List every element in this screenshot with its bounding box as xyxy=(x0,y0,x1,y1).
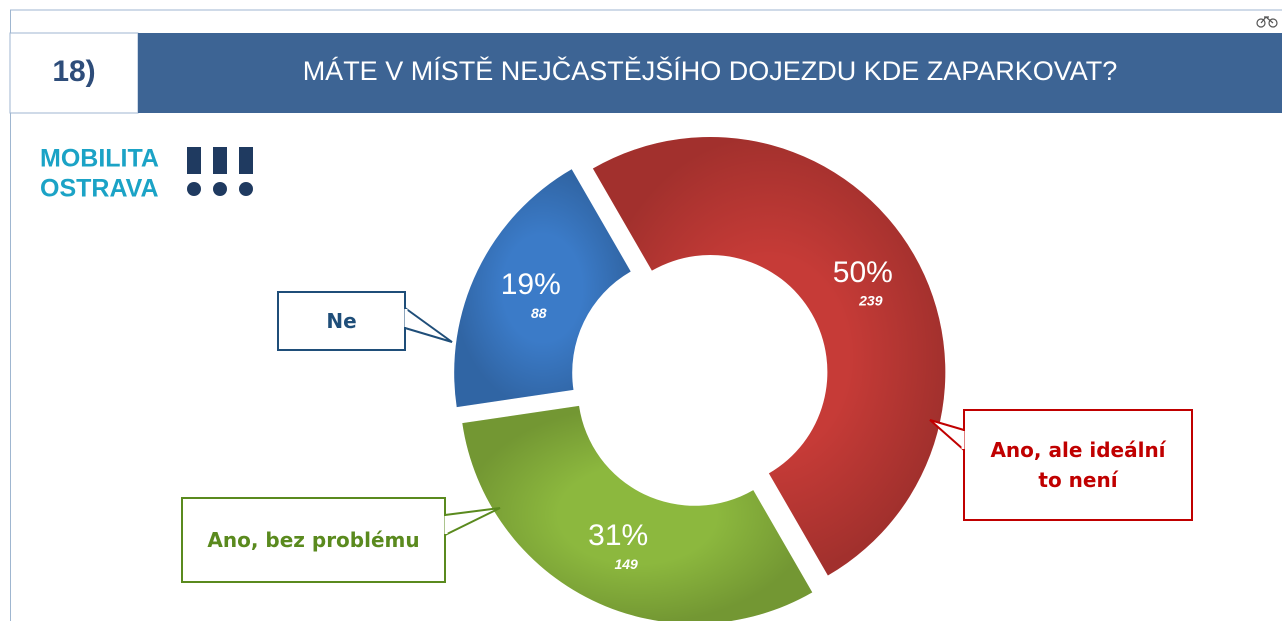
slide-number: 18) xyxy=(52,55,95,88)
category-label: Ano, ale ideální to není xyxy=(990,438,1166,492)
callout-pointer xyxy=(444,507,501,536)
logo-line: MOBILITA xyxy=(40,145,159,173)
callout-box xyxy=(963,409,1193,521)
percent-label: 19% xyxy=(501,268,561,301)
bike-icon xyxy=(1256,16,1278,28)
count-label: 239 xyxy=(858,293,883,309)
percent-label: 31% xyxy=(588,519,648,552)
slide-title: MÁTE V MÍSTĚ NEJČASTĚJŠÍHO DOJEZDU KDE Z… xyxy=(303,55,1118,86)
number-box xyxy=(9,32,139,114)
percent-label: 50% xyxy=(833,256,893,289)
logo-line: OSTRAVA xyxy=(40,175,159,203)
callout-pointer xyxy=(404,307,453,343)
category-label: Ne xyxy=(326,309,357,333)
callout-box xyxy=(181,497,446,583)
callout-pointer xyxy=(929,419,965,451)
count-label: 149 xyxy=(614,556,638,572)
count-label: 88 xyxy=(531,305,547,321)
category-label: Ano, bez problému xyxy=(207,528,420,552)
donut-slice xyxy=(462,405,813,621)
title-band xyxy=(138,33,1282,113)
logo-marks xyxy=(187,147,253,196)
callout-box xyxy=(277,291,406,351)
